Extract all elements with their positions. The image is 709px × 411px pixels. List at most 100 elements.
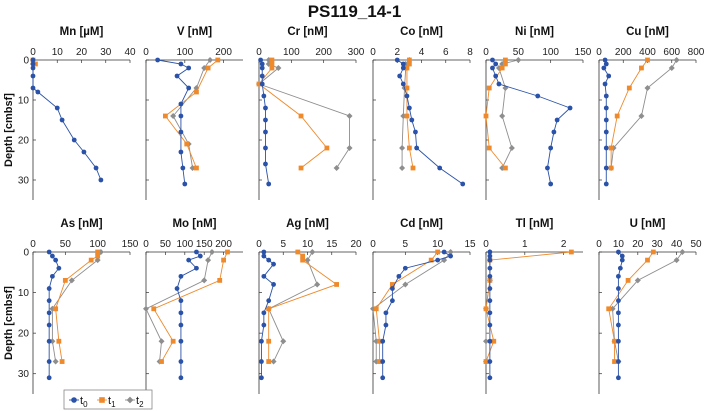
point-t0-mn: [59, 117, 65, 123]
point-t0-as: [56, 265, 62, 271]
x-tick-label-ag: 15: [326, 239, 338, 250]
point-t0-as: [46, 359, 52, 364]
point-t2-v: [207, 57, 214, 63]
point-t0-cr: [259, 65, 265, 71]
y-tick-label-as: 20: [18, 329, 30, 340]
point-t0-cu: [601, 65, 607, 71]
point-t0-mo: [178, 273, 184, 279]
y-tick-label-mn: 10: [18, 96, 30, 107]
x-tick-label-cu: 200: [615, 47, 632, 58]
y-tick-label-mn: 20: [18, 136, 30, 147]
point-t1-mn: [33, 61, 38, 67]
x-tick-label-cr: 200: [315, 47, 332, 58]
point-t0-tl: [487, 359, 493, 364]
point-t1-u: [625, 278, 631, 283]
x-tick-label-mn: 20: [76, 47, 88, 58]
point-t2-cu: [668, 65, 675, 71]
series-line-t0-as: [48, 251, 60, 378]
point-t0-co: [409, 117, 415, 123]
point-t0-ni: [490, 65, 495, 71]
point-t0-mn: [30, 65, 36, 71]
point-t0-cr: [263, 161, 268, 167]
point-t0-cu: [603, 145, 609, 151]
x-tick-label-ag: 5: [280, 239, 286, 250]
panel-cr: Cr [nM] 0 100 200 300: [256, 26, 365, 200]
point-t0-cd: [383, 322, 389, 328]
point-t0-ag: [271, 261, 276, 267]
x-tick-label-cd: 10: [432, 239, 444, 250]
point-t0-u: [619, 257, 625, 263]
point-t2-cu: [638, 113, 645, 119]
x-tick-label-ag: 10: [302, 239, 314, 250]
y-tick-label-as: 10: [18, 288, 30, 299]
panel-ag: Ag [nM] 0 5 10 15 20: [256, 218, 362, 394]
point-t0-as: [46, 322, 52, 328]
x-tick-label-cd: 0: [370, 239, 376, 250]
point-t1-cd: [377, 338, 382, 344]
point-t0-tl: [487, 286, 493, 291]
series-line-t2-cr: [258, 60, 350, 169]
point-t0-co: [394, 57, 400, 63]
point-t0-tl: [487, 338, 493, 344]
point-t0-cd: [448, 253, 453, 259]
point-t1-cd: [428, 257, 434, 263]
panel-co: Co [nM] 0 2 4 6 8: [370, 26, 473, 200]
point-t2-cu: [673, 57, 680, 63]
series-line-t2-cu: [610, 59, 677, 169]
series-line-t2-u: [612, 251, 683, 362]
point-t0-as: [50, 273, 55, 279]
point-t2-cd: [402, 281, 409, 288]
point-t2-ag: [270, 358, 277, 365]
x-tick-label-co: 0: [370, 47, 376, 58]
panel-cu: Cu [nM] 0 200 400 600 800: [596, 26, 705, 200]
point-t0-u: [616, 322, 621, 328]
point-t0-ni: [535, 93, 541, 99]
point-t2-cr: [346, 145, 353, 151]
x-tick-label-mo: 200: [215, 239, 232, 250]
point-t0-mn: [30, 73, 36, 79]
point-t0-ag: [271, 282, 276, 287]
point-t0-cu: [603, 181, 609, 187]
point-t0-u: [616, 249, 621, 255]
point-t0-cu: [603, 165, 609, 171]
point-t2-co: [399, 145, 406, 151]
series-line-t1-as: [55, 252, 99, 362]
point-t1-cu: [626, 85, 632, 91]
x-tick-label-tl: 2: [561, 239, 567, 250]
point-t0-ag: [261, 253, 267, 259]
point-t0-as: [53, 257, 59, 263]
point-t1-ag: [334, 282, 339, 287]
y-axis-title-row-1: Depth [cmbsf]: [3, 93, 15, 167]
point-t1-as: [88, 257, 94, 263]
point-t2-ni: [499, 113, 506, 119]
point-t0-tl: [487, 253, 493, 259]
point-t1-tl: [568, 249, 574, 255]
point-t0-co: [413, 129, 418, 135]
x-tick-label-cr: 100: [283, 47, 300, 58]
point-t2-ag: [314, 281, 321, 288]
point-t0-as: [46, 310, 52, 316]
point-t1-tl: [483, 306, 489, 312]
point-t1-tl: [483, 359, 489, 364]
point-t0-u: [616, 310, 621, 316]
point-t1-ag: [295, 249, 301, 255]
panel-cd: Cd [nM] 0 5 10 15: [370, 218, 476, 394]
x-tick-label-mn: 10: [52, 47, 64, 58]
point-t2-mo: [208, 249, 215, 255]
point-t1-ag: [266, 338, 272, 344]
x-tick-label-ag: 20: [350, 239, 362, 250]
panel-v: V [nM] 0 100 200: [143, 26, 243, 200]
series-line-t2-ag: [268, 251, 318, 362]
point-t1-mo: [159, 359, 164, 364]
point-t2-v: [170, 113, 177, 119]
x-tick-label-ag: 0: [256, 239, 262, 250]
point-t0-cr: [263, 105, 268, 111]
point-t0-u: [616, 375, 621, 381]
point-t0-mo: [178, 338, 184, 344]
point-t1-mo: [221, 257, 226, 263]
point-t1-cr: [269, 57, 275, 63]
point-t0-cu: [603, 105, 609, 111]
point-t0-mn: [54, 105, 60, 111]
panel-u: U [nM] 0 10 20 30 40 50: [596, 218, 702, 394]
point-t0-cd: [435, 257, 441, 263]
